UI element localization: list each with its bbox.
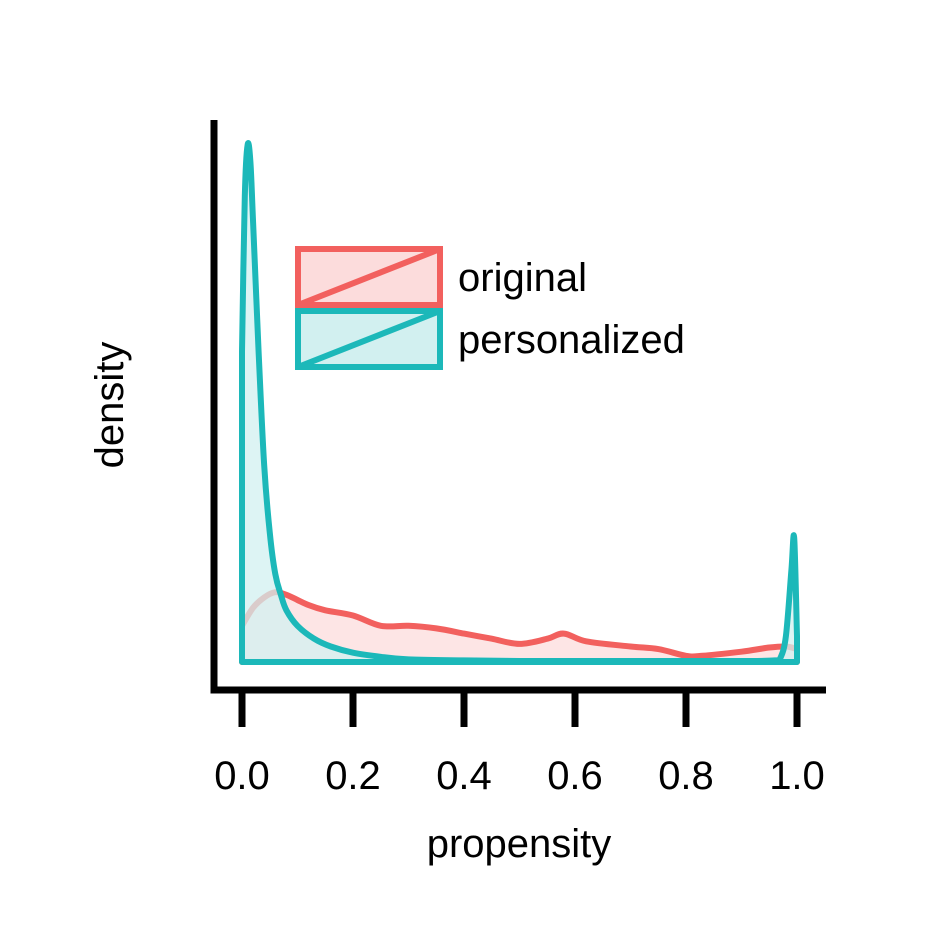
- x-axis-label: propensity: [427, 822, 612, 866]
- x-tick-label: 0.6: [547, 754, 603, 798]
- axes: [210, 120, 826, 694]
- x-tick-label: 1.0: [769, 754, 825, 798]
- legend-item-original: original: [295, 246, 587, 308]
- density-area-personalized: [239, 140, 800, 665]
- x-ticks: 0.0 0.2 0.4 0.6 0.8 1.0: [214, 693, 825, 798]
- legend-swatch-diagonal: [296, 246, 442, 308]
- legend-swatch-diagonal: [296, 308, 442, 370]
- legend-label-personalized: personalized: [458, 318, 685, 362]
- x-tick-label: 0.2: [325, 754, 381, 798]
- legend-item-personalized: personalized: [295, 308, 685, 370]
- density-area-original: [239, 589, 800, 665]
- legend-label-original: original: [458, 256, 587, 300]
- y-axis-label: density: [88, 342, 132, 469]
- legend: original personalized: [295, 246, 685, 370]
- x-tick-label: 0.8: [658, 754, 714, 798]
- plot-areas: [239, 140, 800, 665]
- x-tick-label: 0.0: [214, 754, 270, 798]
- x-tick-label: 0.4: [436, 754, 492, 798]
